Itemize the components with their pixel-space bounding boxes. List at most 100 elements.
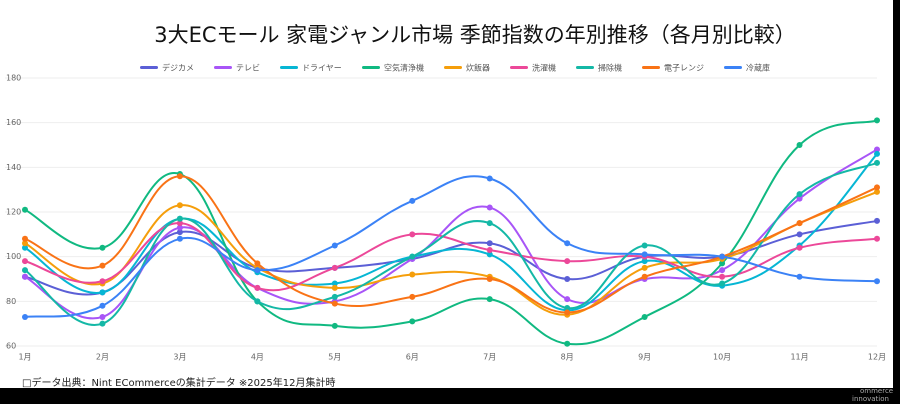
point (22, 244, 28, 251)
point (796, 231, 803, 238)
point (22, 240, 28, 247)
x-tick-label: 8月 (561, 353, 574, 362)
point (564, 340, 571, 347)
line (24, 119, 878, 346)
line (24, 175, 878, 314)
point (331, 264, 338, 271)
point (564, 240, 571, 247)
point (796, 191, 803, 198)
y-tick-label: 60 (6, 342, 16, 351)
y-tick-label: 120 (6, 208, 21, 217)
chart-title: 3大ECモール 家電ジャンル市場 季節指数の年別推移（各月別比較） (154, 23, 796, 47)
y-tick-label: 80 (6, 297, 16, 306)
point (22, 273, 28, 280)
point (641, 313, 648, 320)
point (254, 298, 261, 305)
point (874, 117, 880, 124)
point (22, 258, 28, 265)
point (486, 251, 493, 258)
point (99, 278, 106, 285)
footer-bar (0, 388, 900, 404)
x-tick-label: 9月 (638, 353, 651, 362)
point (99, 289, 106, 296)
point (796, 244, 803, 251)
point (99, 302, 106, 309)
point (874, 146, 880, 153)
point (874, 150, 880, 157)
point (796, 220, 803, 227)
point (331, 242, 338, 249)
point (22, 313, 28, 320)
point (874, 188, 880, 195)
line (24, 219, 878, 296)
x-tick-label: 10月 (713, 353, 731, 362)
point (719, 273, 726, 280)
y-tick-label: 100 (6, 252, 21, 261)
point (796, 195, 803, 202)
x-tick-label: 1月 (18, 353, 31, 362)
line (24, 148, 878, 320)
x-tick-label: 2月 (96, 353, 109, 362)
point (409, 293, 416, 300)
legend-label: 空気清浄機 (384, 63, 424, 73)
point (176, 229, 183, 236)
point (719, 280, 726, 287)
logo: ommerce (860, 387, 893, 395)
legend-swatch (576, 66, 594, 69)
line (24, 153, 878, 312)
point (99, 262, 106, 269)
point (564, 309, 571, 316)
x-tick-label: 5月 (328, 353, 341, 362)
point (486, 204, 493, 211)
logo: innovation (852, 395, 889, 403)
point (719, 267, 726, 274)
point (874, 159, 880, 166)
x-tick-label: 7月 (483, 353, 496, 362)
point (176, 220, 183, 227)
legend-label: デジカメ (162, 63, 194, 73)
point (486, 220, 493, 227)
point (409, 231, 416, 238)
point (486, 240, 493, 247)
y-tick-label: 160 (6, 118, 21, 127)
point (409, 197, 416, 204)
y-tick-label: 180 (6, 74, 21, 83)
point (564, 276, 571, 282)
point (486, 276, 493, 282)
point (176, 215, 183, 222)
x-tick-label: 11月 (790, 353, 808, 362)
x-tick-label: 4月 (251, 353, 264, 362)
point (641, 264, 648, 271)
point (22, 206, 28, 213)
point (719, 253, 726, 260)
point (641, 242, 648, 249)
point (486, 246, 493, 253)
point (796, 273, 803, 280)
point (99, 313, 106, 320)
point (719, 260, 726, 267)
point (409, 318, 416, 325)
point (874, 235, 880, 242)
point (254, 260, 261, 267)
legend-swatch (444, 66, 462, 69)
point (409, 271, 416, 278)
point (874, 217, 880, 224)
point (176, 202, 183, 209)
point (331, 293, 338, 300)
y-tick-label: 140 (6, 163, 21, 172)
point (564, 296, 571, 303)
point (874, 278, 880, 285)
point (331, 280, 338, 287)
legend-swatch (642, 66, 660, 69)
point (176, 235, 183, 242)
point (641, 258, 648, 265)
legend-swatch (362, 66, 380, 69)
edge-bar (893, 0, 900, 404)
footnote: □データ出典：Nint ECommerceの集計データ ※2025年12月集計時 (22, 376, 335, 389)
point (22, 267, 28, 274)
point (331, 322, 338, 329)
point (486, 296, 493, 303)
point (564, 258, 571, 265)
point (331, 300, 338, 307)
